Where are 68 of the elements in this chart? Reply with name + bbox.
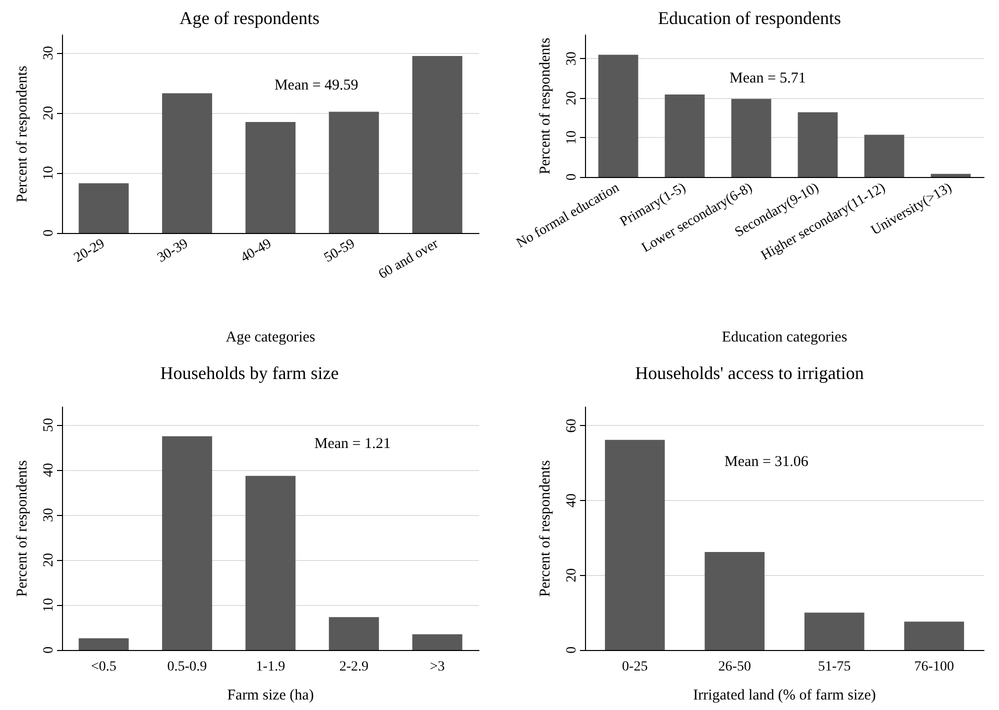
bar: [598, 54, 638, 177]
bar: [78, 183, 129, 233]
bar: [798, 112, 838, 177]
y-tick-label: 20: [42, 553, 56, 567]
chart-title: Households' access to irrigation: [635, 363, 864, 383]
bar: [328, 112, 379, 233]
x-tick-label: 20-29: [72, 236, 108, 266]
x-tick-label: 76-100: [914, 660, 954, 674]
y-tick-label: 30: [42, 508, 56, 522]
bar: [604, 440, 665, 650]
bar: [412, 634, 462, 650]
y-tick-label: 30: [564, 52, 580, 66]
bar: [664, 94, 705, 177]
y-axis-title: Percent of respondents: [14, 66, 30, 202]
bar: [78, 638, 129, 650]
y-tick-label: 40: [564, 493, 580, 508]
annotation: Mean = 5.71: [730, 70, 806, 86]
x-tick-label: 0-25: [622, 660, 648, 674]
bar: [162, 93, 212, 233]
bar: [731, 98, 772, 177]
annotation: Mean = 1.21: [314, 436, 391, 452]
bar: [904, 622, 964, 650]
bar: [930, 174, 971, 177]
y-tick-label: 0: [564, 646, 580, 654]
x-tick-label: 1-1.9: [256, 660, 286, 674]
x-tick-label: 50-59: [322, 236, 358, 266]
x-tick-label: 40-49: [238, 236, 274, 266]
y-tick-label: 0: [564, 174, 580, 180]
bar: [704, 552, 765, 650]
y-tick-label: 0: [42, 646, 56, 654]
y-tick-label: 20: [564, 91, 580, 106]
bar: [245, 476, 296, 650]
chart-title: Education of respondents: [658, 8, 841, 28]
x-tick-label: 0.5-0.9: [167, 660, 207, 674]
annotation: Mean = 31.06: [724, 454, 809, 470]
x-tick-label: 60 and over: [376, 236, 442, 283]
bar: [162, 436, 212, 650]
chart-title: Age of respondents: [180, 8, 320, 28]
bar: [245, 122, 296, 233]
annotation: Mean = 49.59: [274, 78, 358, 94]
y-tick-label: 20: [564, 568, 580, 582]
bar: [804, 612, 864, 650]
y-axis-title: Percent of respondents: [538, 460, 554, 597]
bar: [412, 56, 462, 233]
y-axis-title: Percent of respondents: [14, 460, 30, 597]
y-tick-label: 40: [42, 463, 56, 477]
x-axis-title: Irrigated land (% of farm size): [693, 688, 876, 704]
y-tick-label: 10: [564, 130, 580, 145]
y-tick-label: 20: [42, 106, 56, 120]
y-tick-label: 10: [42, 166, 56, 180]
y-tick-label: 0: [42, 230, 56, 236]
y-tick-label: 10: [42, 598, 56, 612]
x-tick-label: 26-50: [718, 660, 751, 674]
x-tick-label: 30-39: [155, 236, 191, 266]
y-tick-label: 60: [564, 418, 580, 433]
y-tick-label: 50: [42, 418, 56, 432]
bar: [864, 134, 904, 177]
x-axis-title: Farm size (ha): [227, 688, 314, 704]
x-axis-title: Age categories: [226, 330, 316, 346]
y-axis-title: Percent of respondents: [538, 38, 554, 174]
chart-title: Households by farm size: [160, 363, 339, 383]
bar: [328, 617, 379, 650]
y-tick-label: 30: [42, 46, 56, 60]
x-axis-title: Education categories: [722, 330, 848, 346]
x-tick-label: <0.5: [90, 660, 116, 674]
x-tick-label: >3: [430, 660, 445, 674]
x-tick-label: 51-75: [818, 660, 851, 674]
x-tick-label: 2-2.9: [339, 660, 368, 674]
